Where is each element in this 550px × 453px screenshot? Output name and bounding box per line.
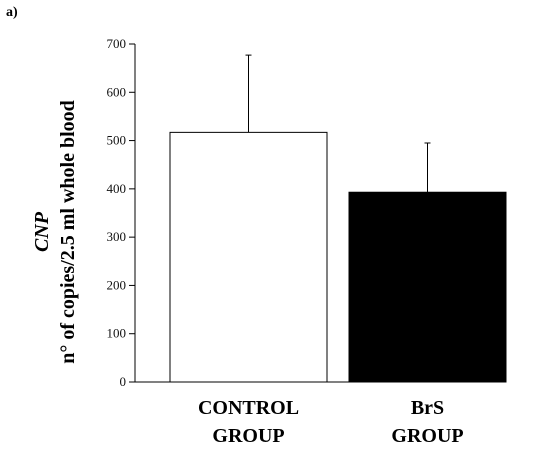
bars	[169, 54, 507, 383]
y-axis-title: CNP n° of copies/2.5 ml whole blood	[31, 100, 79, 364]
x-category-label: BrS	[411, 397, 444, 419]
y-tick-label: 0	[120, 374, 127, 389]
y-tick-label: 400	[107, 181, 127, 196]
x-category-label: GROUP	[212, 425, 284, 447]
category-labels: CONTROL GROUP BrS GROUP	[198, 397, 464, 447]
bar	[348, 191, 507, 383]
y-tick-label: 600	[107, 84, 127, 99]
x-category-label: GROUP	[391, 425, 463, 447]
axes: 0 100 200 300 400 500 600 700	[107, 36, 382, 389]
y-tick-label: 700	[107, 36, 127, 51]
y-axis-title-line2: n° of copies/2.5 ml whole blood	[57, 100, 79, 364]
y-tick-label: 300	[107, 229, 127, 244]
y-axis-title-line1: CNP	[31, 211, 53, 252]
bar	[169, 131, 328, 383]
y-tick-label: 500	[107, 133, 127, 148]
x-category-label: CONTROL	[198, 397, 299, 419]
panel-label: a)	[6, 5, 18, 20]
y-tick-label: 100	[107, 326, 127, 341]
y-tick-label: 200	[107, 277, 127, 292]
